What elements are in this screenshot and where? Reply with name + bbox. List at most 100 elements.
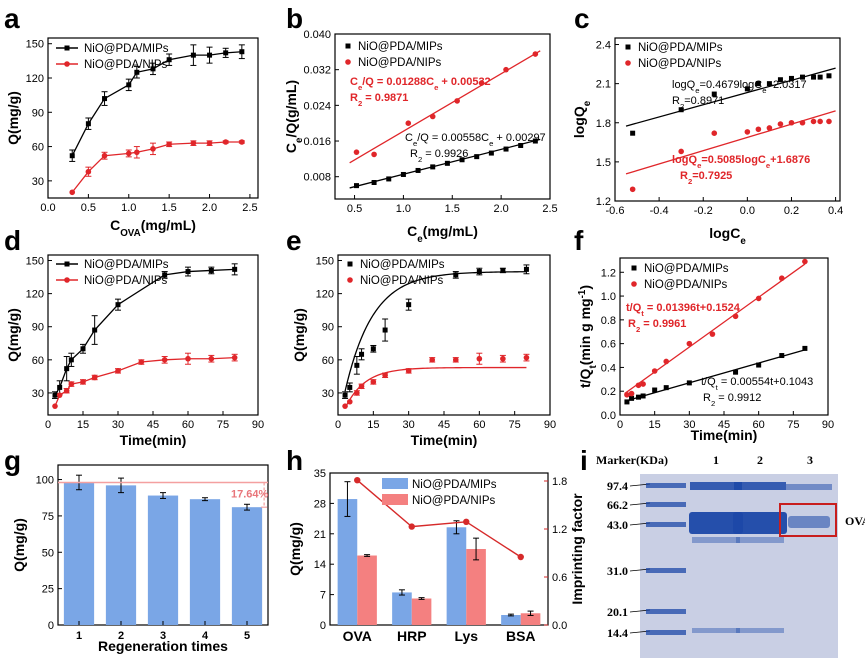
legend-label: NiO@PDA/NIPs <box>644 279 727 291</box>
gel-marker-band <box>646 522 686 527</box>
x-tick-label: 90 <box>822 419 834 431</box>
data-point-mip <box>354 183 359 189</box>
annotation-r2-part: R <box>703 392 711 404</box>
bar-nip <box>411 598 432 625</box>
panel-i: i Marker(KDa) 1 2 3 97.4 66.2 43.0 31.0 20.1 14.4 O… <box>580 445 865 658</box>
data-point-mip <box>811 74 817 80</box>
data-point-nip <box>663 358 670 365</box>
fit-curve <box>344 366 527 409</box>
gel-lane-label: 2 <box>757 453 763 467</box>
annotation-equation: Ce/Q = 0.00558Ce + 0.00297 <box>405 132 546 148</box>
annotation-r2-part: =0.7925 <box>692 170 732 182</box>
y-tick-label: 0.2 <box>601 386 616 398</box>
annotation-r2-part: R <box>628 318 636 330</box>
y-axis-label-part: t <box>588 365 599 369</box>
data-point-nip <box>744 129 751 135</box>
data-point-nip <box>454 98 460 104</box>
y-tick-label: 120 <box>316 289 334 301</box>
y-tick-label: 1.8 <box>596 118 611 130</box>
y-tick-label: 0.016 <box>303 136 331 148</box>
y-tick-label: 120 <box>26 289 44 301</box>
data-point-mip <box>347 384 353 390</box>
y-tick-label: 30 <box>322 388 334 400</box>
data-point-nip <box>56 392 63 398</box>
gel-band <box>689 512 743 534</box>
annotation-r2-part: R <box>410 148 418 160</box>
y-tick-label: 0.032 <box>303 65 331 77</box>
x-tick-label: 75 <box>509 419 521 431</box>
data-point-nip <box>115 368 121 374</box>
annotation-equation: logQe=0.4679logCe+2.0317 <box>672 79 807 95</box>
x-tick-label: 3 <box>160 630 166 642</box>
annotation-equation-part: e <box>489 139 493 148</box>
gel-marker-value: 31.0 <box>607 564 628 578</box>
x-tick-label: 2.5 <box>542 203 557 215</box>
panel-letter: f <box>574 225 584 256</box>
data-point-nip <box>478 80 485 86</box>
data-point-legend <box>64 61 70 67</box>
data-point-nip <box>788 119 795 126</box>
annotation-equation-part: e <box>766 161 771 170</box>
data-point-mip <box>342 392 348 398</box>
legend-label: NiO@PDA/MIPs <box>360 259 445 271</box>
gel-marker-value: 97.4 <box>607 479 628 493</box>
data-point-nip <box>185 355 191 362</box>
data-point-mip <box>92 327 98 333</box>
fit-line <box>624 349 806 402</box>
imprinting-factor-point <box>517 553 524 561</box>
gel-band <box>692 628 740 633</box>
data-point-nip <box>52 403 58 409</box>
annotation-r2-part: 2 <box>688 177 692 186</box>
data-point-mip <box>802 345 808 351</box>
data-point-nip <box>382 372 388 379</box>
y-tick-label: 2.1 <box>596 79 611 91</box>
annotation-equation-part: =0.4679logC <box>700 79 763 91</box>
x-tick-label: 45 <box>718 419 730 431</box>
x-tick-label: 1.0 <box>121 202 136 214</box>
x-tick-label: 15 <box>367 419 379 431</box>
data-point-nip <box>476 355 483 362</box>
gel-band <box>733 512 787 534</box>
y-axis-label-part: /Q(g/mL) <box>283 80 299 138</box>
data-point-mip <box>663 385 669 391</box>
data-point-nip <box>63 387 70 394</box>
panel-d: 0 15 30 45 60 75 90 30 60 90 120 150 NiO@PDA/MIPs NiO… <box>4 225 264 448</box>
data-point-mip <box>162 272 168 278</box>
legend-label: NiO@PDA/MIPs <box>358 41 443 53</box>
data-point-mip <box>52 392 58 398</box>
annotation-equation: t/Qt = 0.01396t+0.1524 <box>626 302 741 318</box>
y-tick-label: 50 <box>42 547 54 559</box>
data-point-nip <box>640 381 646 387</box>
data-point-legend <box>631 265 637 271</box>
data-point-nip <box>429 113 436 120</box>
panel-a: 0.0 0.5 1.0 1.5 2.0 2.5 30 60 90 120 150 NiO@PDA/MI… <box>4 3 259 239</box>
data-point-nip <box>405 368 412 374</box>
gel-marker-band <box>646 568 686 573</box>
annotation-r2: R2=0.8971 <box>672 95 724 111</box>
data-point-mip <box>190 52 196 58</box>
legend-swatch <box>382 478 408 489</box>
bar-regeneration <box>105 485 137 625</box>
y-right-tick-label: 0.6 <box>552 572 567 584</box>
annotation-equation-part: logQ <box>672 154 697 166</box>
data-point-nip <box>500 355 506 362</box>
plot-frame <box>334 33 551 200</box>
annotation-equation-part: e <box>697 161 702 170</box>
legend-label: NiO@PDA/NIPs <box>360 275 443 287</box>
x-axis-label: Time(min) <box>120 432 187 448</box>
data-point-mip <box>788 75 794 81</box>
data-point-nip <box>371 151 377 158</box>
x-tick-label: 1.5 <box>162 202 177 214</box>
x-axis-label-part: (mg/mL) <box>141 217 196 233</box>
bar-regeneration <box>63 482 95 625</box>
data-point-mip <box>102 96 108 102</box>
data-point-nip <box>161 357 168 363</box>
data-point-mip <box>166 57 172 63</box>
data-point-nip <box>68 381 75 387</box>
data-point-nip <box>208 355 215 362</box>
annotation-r2-part: = 0.9926 <box>422 148 468 160</box>
data-point-mip <box>503 146 509 152</box>
panel-letter: g <box>4 445 21 476</box>
annotation-equation-part: t/Q <box>701 376 716 388</box>
data-point-nip <box>629 186 636 193</box>
